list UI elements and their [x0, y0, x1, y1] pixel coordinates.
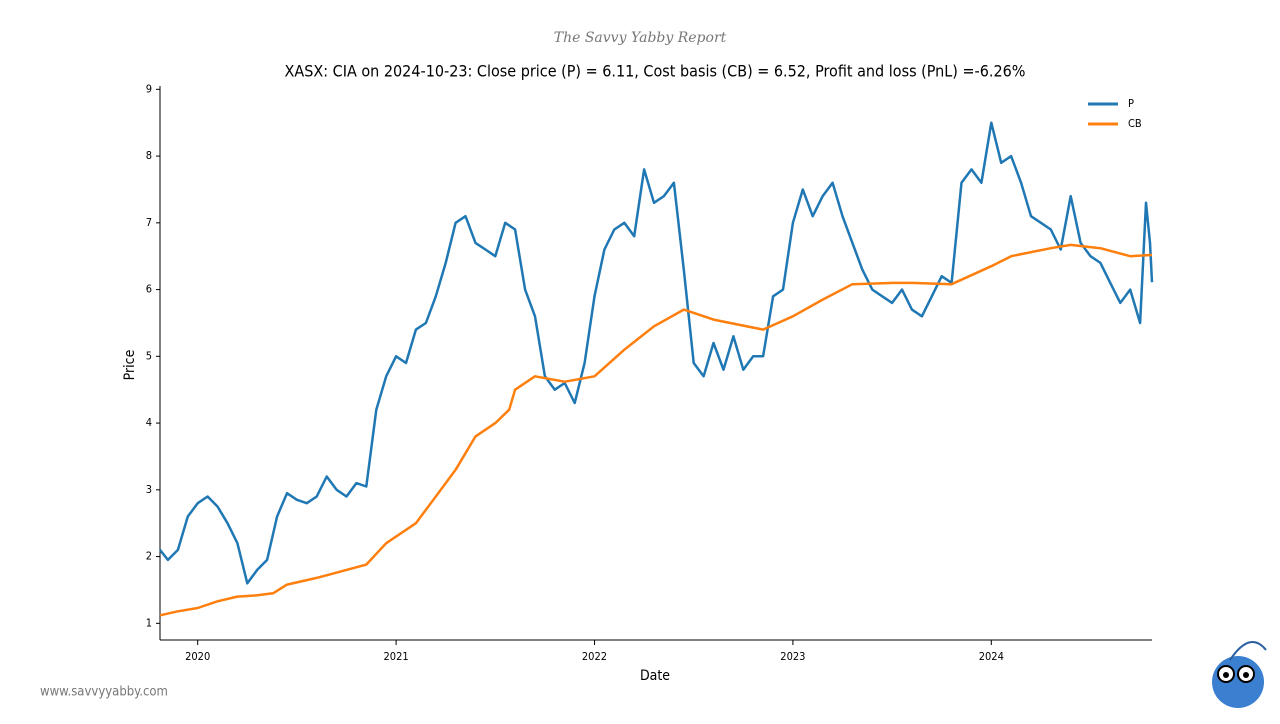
report-header: The Savvy Yabby Report [554, 30, 727, 46]
x-tick-label: 2021 [384, 650, 409, 663]
y-tick-label: 5 [146, 349, 152, 362]
y-axis-label: Price [122, 349, 138, 380]
y-tick-label: 6 [146, 283, 152, 296]
chart-title: XASX: CIA on 2024-10-23: Close price (P)… [285, 62, 1026, 81]
x-tick-label: 2023 [780, 650, 805, 663]
y-tick-label: 2 [146, 550, 152, 563]
series-line [159, 121, 1154, 585]
legend-label: P [1128, 97, 1134, 110]
x-tick-label: 2022 [582, 650, 607, 663]
x-tick-label: 2020 [185, 650, 210, 663]
x-tick-label: 2024 [979, 650, 1004, 663]
y-tick-label: 1 [146, 616, 152, 629]
y-tick-label: 8 [146, 149, 152, 162]
y-tick-label: 3 [146, 483, 152, 496]
y-tick-label: 9 [146, 82, 152, 95]
logo [1212, 641, 1267, 708]
y-tick-label: 7 [146, 216, 152, 229]
legend: P CB [1088, 97, 1142, 130]
y-tick-label: 4 [146, 416, 152, 429]
footer-url: www.savvyyabby.com [40, 685, 168, 700]
series-line [159, 243, 1153, 617]
x-axis-label: Date [640, 668, 670, 684]
legend-label: CB [1128, 117, 1142, 130]
